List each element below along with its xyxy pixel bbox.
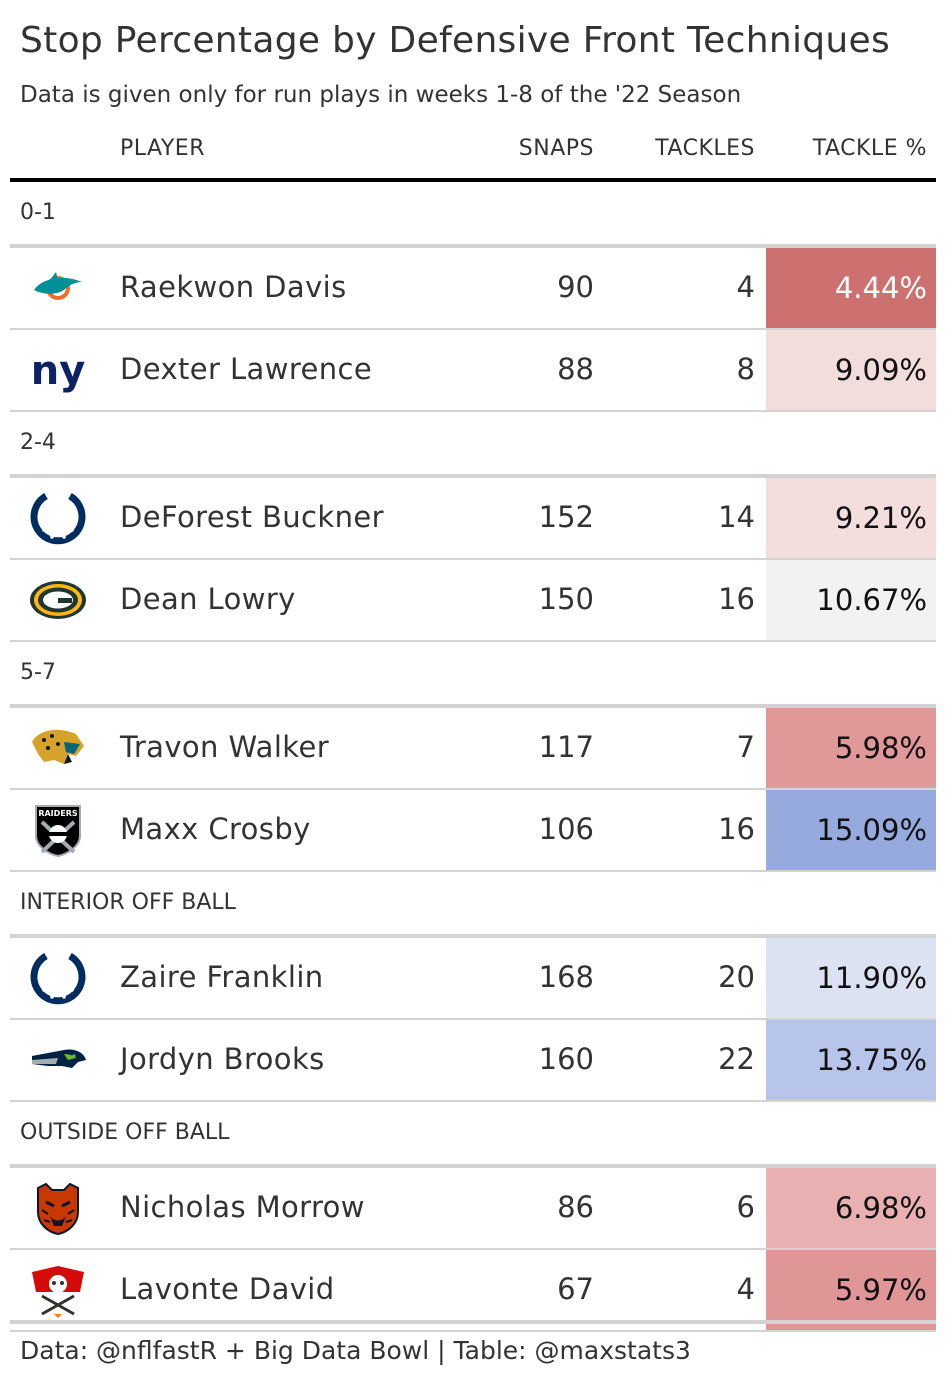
giants-logo-icon: ny: [28, 342, 88, 398]
player-name: Raekwon Davis: [120, 270, 347, 304]
dolphins-logo-icon: [28, 260, 88, 316]
tackles-value: 4: [736, 1272, 755, 1306]
table-row: Nicholas Morrow 86 6 6.98%: [10, 1168, 936, 1250]
tackle-pct-cell: 11.90%: [766, 938, 936, 1018]
jaguars-logo-icon: [28, 720, 88, 776]
tackles-value: 6: [736, 1190, 755, 1224]
tackles-value: 8: [736, 352, 755, 386]
group-header: OUTSIDE OFF BALL: [10, 1102, 936, 1168]
colts-logo-icon: [28, 950, 88, 1006]
buccaneers-logo-icon: [28, 1262, 88, 1318]
bears-logo-icon: [28, 1180, 88, 1236]
tackle-pct-cell: 13.75%: [766, 1020, 936, 1100]
snaps-value: 90: [557, 270, 594, 304]
player-name: Lavonte David: [120, 1272, 335, 1306]
group-label: 2-4: [20, 430, 56, 455]
group-label: OUTSIDE OFF BALL: [20, 1120, 230, 1145]
packers-logo-icon: [28, 572, 88, 628]
snaps-value: 117: [538, 730, 594, 764]
colts-logo-icon: [28, 490, 88, 546]
player-name: Dexter Lawrence: [120, 352, 373, 386]
snaps-value: 168: [538, 960, 594, 994]
page-subtitle: Data is given only for run plays in week…: [20, 82, 742, 108]
player-name: Travon Walker: [120, 730, 330, 764]
snaps-value: 88: [557, 352, 594, 386]
tackle-pct-cell: 4.44%: [766, 248, 936, 328]
player-name: Zaire Franklin: [120, 960, 324, 994]
tackle-pct-cell: 9.09%: [766, 330, 936, 410]
tackles-value: 16: [718, 812, 755, 846]
tackles-value: 4: [736, 270, 755, 304]
snaps-value: 152: [538, 500, 594, 534]
snaps-value: 160: [538, 1042, 594, 1076]
tackle-pct-cell: 5.98%: [766, 708, 936, 788]
tackle-pct-cell: 5.97%: [766, 1250, 936, 1330]
tackle-pct-cell: 6.98%: [766, 1168, 936, 1248]
column-header-snaps: SNAPS: [518, 136, 594, 161]
table-row: Zaire Franklin 168 20 11.90%: [10, 938, 936, 1020]
snaps-value: 106: [538, 812, 594, 846]
table-row: DeForest Buckner 152 14 9.21%: [10, 478, 936, 560]
footer: Data: @nflfastR + Big Data Bowl | Table:…: [10, 1320, 936, 1365]
table-row: Travon Walker 117 7 5.98%: [10, 708, 936, 790]
group-label: INTERIOR OFF BALL: [20, 890, 236, 915]
table-row: Raekwon Davis 90 4 4.44%: [10, 248, 936, 330]
table-row: Jordyn Brooks 160 22 13.75%: [10, 1020, 936, 1102]
snaps-value: 86: [557, 1190, 594, 1224]
table-body: 0-1 Raekwon Davis 90 4 4.44% ny Dexter Lawrenc…: [10, 182, 936, 1332]
tackles-value: 16: [718, 582, 755, 616]
svg-text:RAIDERS: RAIDERS: [38, 809, 78, 818]
column-header-player: PLAYER: [120, 136, 205, 161]
column-header-tackle-pct: TACKLE %: [812, 136, 927, 161]
page-title: Stop Percentage by Defensive Front Techn…: [20, 20, 891, 61]
svg-text:ny: ny: [31, 348, 86, 394]
group-header: INTERIOR OFF BALL: [10, 872, 936, 938]
snaps-value: 67: [557, 1272, 594, 1306]
group-header: 5-7: [10, 642, 936, 708]
raiders-logo-icon: RAIDERS: [28, 802, 88, 858]
player-name: DeForest Buckner: [120, 500, 384, 534]
tackle-pct-cell: 15.09%: [766, 790, 936, 870]
stats-table: PLAYER SNAPS TACKLES TACKLE % 0-1 Raekwon…: [10, 128, 936, 1332]
player-name: Maxx Crosby: [120, 812, 311, 846]
table-row: Lavonte David 67 4 5.97%: [10, 1250, 936, 1332]
group-label: 5-7: [20, 660, 56, 685]
column-header-tackles: TACKLES: [655, 136, 755, 161]
player-name: Nicholas Morrow: [120, 1190, 365, 1224]
seahawks-logo-icon: [28, 1032, 88, 1088]
tackles-value: 7: [736, 730, 755, 764]
table-row: Dean Lowry 150 16 10.67%: [10, 560, 936, 642]
table-row: RAIDERS Maxx Crosby 106 16 15.09%: [10, 790, 936, 872]
table-header: PLAYER SNAPS TACKLES TACKLE %: [10, 128, 936, 182]
footer-credit: Data: @nflfastR + Big Data Bowl | Table:…: [20, 1336, 691, 1365]
player-name: Jordyn Brooks: [120, 1042, 325, 1076]
snaps-value: 150: [538, 582, 594, 616]
player-name: Dean Lowry: [120, 582, 296, 616]
group-header: 2-4: [10, 412, 936, 478]
table-row: ny Dexter Lawrence 88 8 9.09%: [10, 330, 936, 412]
tackles-value: 22: [718, 1042, 755, 1076]
tackle-pct-cell: 9.21%: [766, 478, 936, 558]
tackles-value: 20: [718, 960, 755, 994]
group-label: 0-1: [20, 200, 56, 225]
tackles-value: 14: [718, 500, 755, 534]
tackle-pct-cell: 10.67%: [766, 560, 936, 640]
group-header: 0-1: [10, 182, 936, 248]
